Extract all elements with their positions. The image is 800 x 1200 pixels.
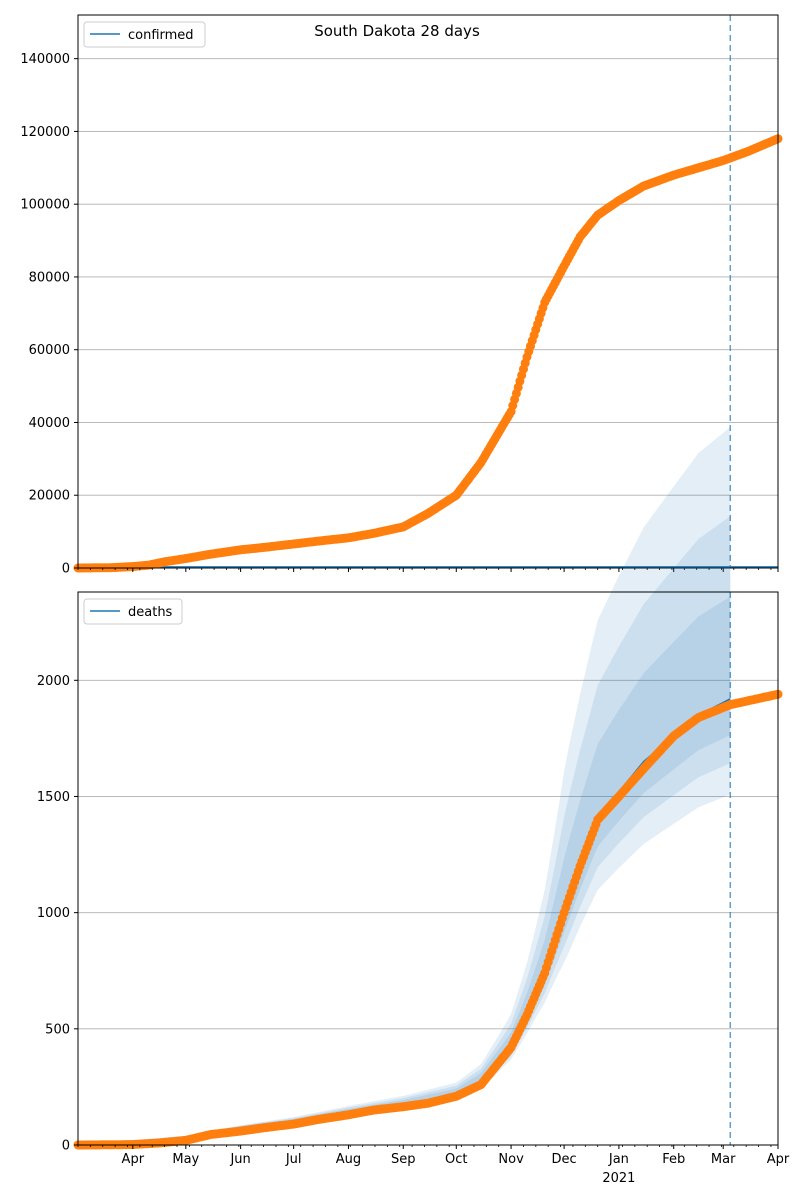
deaths-legend: deaths (83, 598, 183, 625)
deaths-xtick-label: Apr (122, 1152, 145, 1167)
deaths-xtick-label: May (172, 1152, 199, 1167)
deaths-xtick-label: Apr (767, 1152, 790, 1167)
confirmed-legend: confirmed (83, 21, 206, 48)
deaths-xtick-label: Jun (229, 1152, 250, 1167)
deaths-xtick-label: Aug (336, 1152, 361, 1167)
deaths-uncertainty-band (78, 596, 731, 1145)
deaths-xtick-label: Feb (662, 1152, 685, 1167)
deaths-xtick-label: Mar (711, 1152, 736, 1167)
deaths-xtick-label: Jan (608, 1152, 629, 1167)
deaths-xtick-label: Dec (552, 1152, 577, 1167)
confirmed-ytick-label: 100000 (20, 198, 70, 213)
confirmed-ytick-label: 60000 (29, 343, 70, 358)
deaths-xtick-label: Sep (391, 1152, 416, 1167)
confirmed-ytick-label: 120000 (20, 125, 70, 140)
deaths-uncertainty-band (78, 427, 731, 1145)
deaths-ytick-label: 500 (45, 1022, 70, 1037)
deaths-ytick-label: 1000 (37, 906, 70, 921)
deaths-plot-frame (77, 591, 779, 1146)
confirmed-legend-label: confirmed (128, 28, 194, 43)
confirmed-panel: 020000400006000080000100000120000140000 … (20, 14, 783, 577)
deaths-ytick-label: 0 (62, 1139, 70, 1154)
deaths-uncertainty-band (78, 516, 731, 1145)
deaths-legend-box (83, 598, 183, 625)
deaths-xtick-label: Jul (285, 1152, 302, 1167)
deaths-ytick-label: 1500 (37, 790, 70, 805)
deaths-panel: 0 500 1000 1500 2000 Apr May Jun Jul Aug Sep Oct No… (37, 427, 790, 1167)
confirmed-ytick-label: 20000 (29, 489, 70, 504)
chart-title: South Dakota 28 days (314, 22, 480, 40)
confirmed-plot-frame (77, 14, 779, 569)
deaths-ytick-label: 2000 (37, 674, 70, 689)
confirmed-ytick-label: 40000 (29, 416, 70, 431)
deaths-legend-label: deaths (128, 605, 173, 620)
confirmed-ytick-label: 140000 (20, 52, 70, 67)
x-year-label: 2021 (602, 1171, 635, 1186)
confirmed-ytick-label: 0 (62, 562, 70, 577)
confirmed-ytick-label: 80000 (29, 270, 70, 285)
confirmed-legend-box (83, 21, 206, 48)
deaths-xtick-label: Oct (445, 1152, 467, 1167)
deaths-xtick-label: Nov (498, 1152, 524, 1167)
